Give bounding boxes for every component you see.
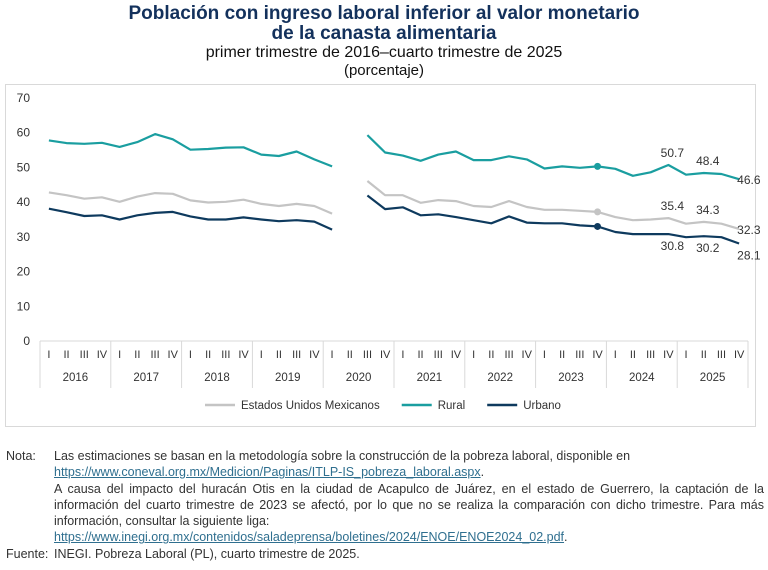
quarter-tick-label: I [685,349,688,361]
quarter-tick-label: IV [380,349,391,361]
quarter-tick-label: II [63,349,69,361]
highlight-point [594,208,602,216]
data-label: 50.7 [661,146,685,160]
series-line-estados-unidos-mexicanos [48,180,740,230]
quarter-tick-label: III [717,349,726,361]
quarter-tick-label: IV [168,349,179,361]
inegi-link[interactable]: https://www.inegi.org.mx/contenidos/sala… [54,530,565,545]
quarter-tick-label: IV [522,349,533,361]
year-tick-label: 2023 [558,372,584,384]
quarter-tick-label: II [488,349,494,361]
quarter-tick-label: IV [663,349,674,361]
quarter-tick-label: I [543,349,546,361]
data-label: 28.1 [737,248,761,262]
quarter-tick-label: III [646,349,655,361]
quarter-tick-label: II [134,349,140,361]
legend-label: Estados Unidos Mexicanos [241,400,380,412]
series-line-rural [48,133,740,181]
year-tick-label: 2021 [417,372,443,384]
note-text-2: A causa del impacto del huracán Otis en … [54,481,764,529]
quarter-tick-label: II [701,349,707,361]
data-label: 35.4 [661,199,685,213]
quarter-tick-label: I [472,349,475,361]
notes: Nota: Las estimaciones se basan en la me… [6,449,764,561]
quarter-tick-label: III [80,349,89,361]
y-tick-label: 50 [17,160,31,174]
quarter-tick-label: I [47,349,50,361]
chart-subtitle: primer trimestre de 2016–cuarto trimestr… [205,44,563,61]
quarter-tick-label: I [260,349,263,361]
quarter-tick-label: II [630,349,636,361]
legend-label: Urbano [523,400,561,412]
quarter-tick-label: III [434,349,443,361]
quarter-tick-label: III [363,349,372,361]
quarter-tick-label: I [118,349,121,361]
quarter-tick-label: I [189,349,192,361]
quarter-tick-label: II [205,349,211,361]
year-tick-label: 2018 [204,372,230,384]
quarter-tick-label: IV [451,349,462,361]
y-tick-label: 20 [17,265,31,279]
year-tick-label: 2019 [275,372,301,384]
y-tick-label: 60 [17,126,31,140]
year-tick-label: 2025 [700,372,726,384]
y-tick-label: 40 [17,195,31,209]
quarter-tick-label: I [614,349,617,361]
series-line-urbano [48,194,740,245]
quarter-tick-label: I [401,349,404,361]
quarter-tick-label: IV [309,349,320,361]
quarter-tick-label: III [150,349,159,361]
quarter-tick-label: II [276,349,282,361]
quarter-tick-label: IV [592,349,603,361]
quarter-tick-label: III [292,349,301,361]
y-tick-label: 30 [17,230,31,244]
chart-unit: (porcentaje) [343,62,425,79]
year-tick-label: 2022 [487,372,513,384]
source-text: INEGI. Pobreza Laboral (PL), cuarto trim… [54,546,360,561]
year-tick-label: 2020 [346,372,372,384]
year-tick-label: 2016 [63,372,89,384]
quarter-tick-label: III [575,349,584,361]
y-tick-label: 0 [23,334,30,348]
chart-frame [5,84,756,427]
data-label: 32.3 [737,223,761,237]
quarter-tick-label: III [221,349,230,361]
year-tick-label: 2017 [133,372,159,384]
quarter-tick-label: II [559,349,565,361]
highlight-point [594,162,602,170]
highlight-point [594,222,602,230]
chart-title-line2: de la canasta alimentaria [271,23,497,44]
y-tick-label: 10 [17,299,31,313]
data-label: 30.2 [696,241,720,255]
note-label: Nota: [6,449,36,463]
data-label: 30.8 [661,239,685,253]
chart-title-line1: Población con ingreso laboral inferior a… [128,3,640,24]
quarter-tick-label: II [347,349,353,361]
coneval-link[interactable]: https://www.coneval.org.mx/Medicion/Pagi… [54,465,481,480]
data-label: 46.6 [737,173,761,187]
legend-label: Rural [438,400,465,412]
quarter-tick-label: IV [238,349,249,361]
y-tick-label: 70 [17,91,31,105]
data-label: 34.3 [696,203,720,217]
quarter-tick-label: IV [97,349,108,361]
note-text-1: Las estimaciones se basan en la metodolo… [54,449,631,463]
quarter-tick-label: IV [734,349,745,361]
quarter-tick-label: II [417,349,423,361]
year-tick-label: 2024 [629,372,655,384]
data-label: 48.4 [696,154,720,168]
quarter-tick-label: I [331,349,334,361]
quarter-tick-label: III [504,349,513,361]
source-label: Fuente: [6,546,49,561]
